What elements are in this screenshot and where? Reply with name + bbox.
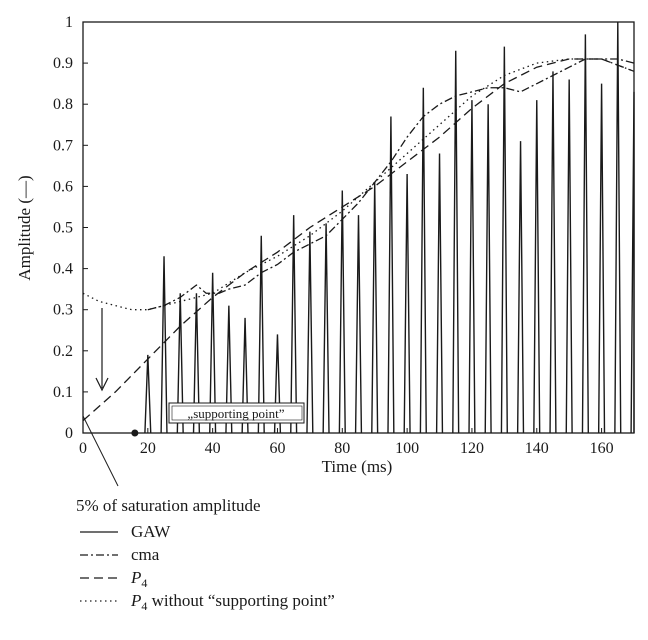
series-layer	[82, 21, 635, 434]
x-tick-label: 0	[79, 440, 87, 457]
gaw-pulse	[257, 235, 265, 434]
x-tick-label: 160	[590, 440, 614, 457]
legend-label: cma	[131, 545, 160, 564]
gaw-pulse	[533, 100, 541, 434]
gaw-pulse	[290, 215, 298, 434]
y-axis-label: Amplitude (—)	[15, 175, 34, 280]
gaw-pulse	[565, 79, 573, 434]
gaw-pulse	[354, 215, 363, 434]
gaw-pulse	[209, 272, 217, 434]
gaw-pulse	[338, 190, 346, 434]
gaw-pulse	[452, 50, 460, 434]
ticks-layer: 0 20 40 60 80 100 120 140 160 0 0.1 0.2 0.3 0.4 0.5 0.6…	[53, 14, 614, 457]
x-tick-label: 80	[334, 440, 350, 457]
x-tick-label: 140	[525, 440, 549, 457]
gaw-pulse	[614, 21, 622, 434]
y-tick-label: 1	[65, 14, 73, 31]
y-tick-label: 0.8	[53, 96, 73, 113]
gaw-pulse	[500, 46, 508, 434]
gaw-pulse	[176, 293, 184, 434]
gaw-pulse	[273, 334, 282, 434]
gaw-pulse	[371, 182, 379, 434]
legend-item: P4	[80, 568, 147, 590]
y-tick-label: 0	[65, 425, 73, 442]
legend-item: P4 without “supporting point”	[80, 591, 335, 613]
y-tick-label: 0.6	[53, 178, 73, 195]
y-tick-label: 0.1	[53, 384, 73, 401]
supporting-point-marker	[131, 429, 139, 437]
arrow-head	[95, 377, 109, 392]
x-tick-label: 120	[460, 440, 484, 457]
y-tick-label: 0.4	[53, 261, 73, 278]
x-tick-label: 20	[140, 440, 156, 457]
legend-item: cma	[80, 545, 160, 564]
gaw-pulse	[516, 141, 525, 434]
gaw-pulse	[403, 174, 411, 434]
x-tick-label: 60	[269, 440, 285, 457]
y-tick-label: 0.5	[53, 220, 73, 237]
gaw-pulse	[192, 293, 201, 434]
y-tick-label: 0.9	[53, 55, 73, 72]
supporting-point-label-box	[168, 402, 305, 424]
series-gaw	[144, 21, 635, 434]
legend-label: P4	[130, 568, 147, 590]
gaw-pulse	[597, 83, 606, 434]
legend-label: GAW	[131, 522, 171, 541]
y-tick-label: 0.2	[53, 343, 73, 360]
annotations: 5% of saturation amplitude „supporting p…	[76, 308, 305, 515]
gaw-pulse	[241, 317, 249, 434]
saturation-pointer-line	[82, 415, 119, 487]
series-cma-line	[147, 58, 635, 311]
x-tick-label: 40	[205, 440, 221, 457]
y-tick-label: 0.7	[53, 137, 73, 154]
gaw-pulse	[160, 256, 168, 434]
gaw-pulse	[581, 34, 589, 434]
gaw-pulse	[225, 305, 233, 434]
legend-label: P4 without “supporting point”	[130, 591, 335, 613]
gaw-pulse	[387, 116, 395, 434]
legend-item: GAW	[80, 522, 171, 541]
gaw-pulse	[419, 87, 427, 434]
gaw-pulse	[549, 71, 557, 434]
gaw-pulse	[468, 100, 476, 434]
x-tick-label: 100	[395, 440, 419, 457]
gaw-pulse	[435, 153, 444, 434]
gaw-pulse	[144, 354, 152, 434]
x-axis-label: Time (ms)	[322, 457, 393, 476]
supporting-point-label-shadow	[171, 405, 303, 421]
gaw-pulse	[306, 231, 314, 434]
gaw-pulse	[322, 223, 330, 434]
gaw-pulse	[484, 104, 492, 434]
saturation-annotation: 5% of saturation amplitude	[76, 496, 261, 515]
supporting-point-label: „supporting point”	[187, 406, 284, 421]
y-tick-label: 0.3	[53, 302, 73, 319]
